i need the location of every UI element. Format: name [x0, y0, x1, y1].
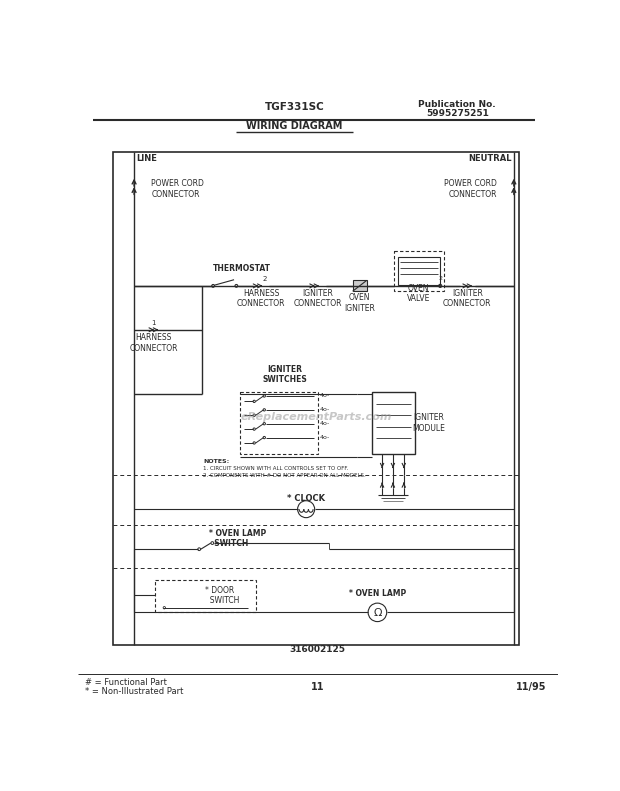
Text: HARNESS
CONNECTOR: HARNESS CONNECTOR	[129, 333, 178, 353]
Bar	[372, 392, 415, 454]
Text: 1: 1	[151, 320, 156, 326]
Text: Ω: Ω	[373, 608, 382, 618]
Text: THERMOSTAT: THERMOSTAT	[213, 264, 271, 274]
Text: Publication No.: Publication No.	[418, 100, 496, 109]
Bar	[113, 152, 520, 645]
Text: NOTES:: NOTES:	[203, 459, 229, 464]
Text: 11: 11	[311, 682, 324, 692]
Text: * = Non-Illustrated Part: * = Non-Illustrated Part	[86, 687, 184, 696]
Bar	[155, 580, 255, 612]
Bar	[394, 252, 444, 291]
Text: * OVEN LAMP: * OVEN LAMP	[349, 589, 406, 598]
Text: IGNITER
MODULE: IGNITER MODULE	[412, 413, 445, 433]
Text: IGNITER
SWITCHES: IGNITER SWITCHES	[263, 365, 308, 384]
Text: OVEN
IGNITER: OVEN IGNITER	[344, 293, 375, 312]
Text: 4o-: 4o-	[319, 422, 330, 426]
Text: OVEN
VALVE: OVEN VALVE	[407, 284, 430, 303]
Text: 2: 2	[262, 276, 267, 282]
Bar	[397, 257, 440, 285]
Text: * OVEN LAMP
  SWITCH: * OVEN LAMP SWITCH	[210, 528, 267, 548]
Text: 2. COMPONENTS WITH # DO NOT APPEAR ON ALL MODELS.: 2. COMPONENTS WITH # DO NOT APPEAR ON AL…	[203, 473, 366, 478]
Bar	[241, 392, 317, 454]
Text: TGF331SC: TGF331SC	[265, 102, 324, 112]
Text: 5995275251: 5995275251	[426, 109, 489, 118]
Text: * CLOCK: * CLOCK	[287, 494, 325, 503]
Text: IGNITER
CONNECTOR: IGNITER CONNECTOR	[443, 289, 492, 308]
Text: 2: 2	[438, 276, 442, 282]
Text: WIRING DIAGRAM: WIRING DIAGRAM	[246, 122, 343, 131]
Text: IGNITER
CONNECTOR: IGNITER CONNECTOR	[293, 289, 342, 308]
Text: 4o-: 4o-	[319, 407, 330, 412]
Text: POWER CORD
CONNECTOR: POWER CORD CONNECTOR	[444, 179, 497, 199]
Text: 11/95: 11/95	[516, 682, 546, 692]
Text: POWER CORD
CONNECTOR: POWER CORD CONNECTOR	[151, 179, 204, 199]
Text: eReplacementParts.com: eReplacementParts.com	[241, 412, 392, 422]
Text: LINE: LINE	[136, 153, 157, 163]
Text: 316002125: 316002125	[290, 645, 346, 654]
Polygon shape	[353, 281, 366, 291]
Text: * DOOR
  SWITCH: * DOOR SWITCH	[205, 585, 240, 605]
Text: # = Functional Part: # = Functional Part	[86, 678, 167, 687]
Text: 4o-: 4o-	[319, 393, 330, 399]
Text: NEUTRAL: NEUTRAL	[468, 153, 512, 163]
Text: 4o-: 4o-	[319, 435, 330, 440]
Text: HARNESS
CONNECTOR: HARNESS CONNECTOR	[237, 289, 285, 308]
Text: 1. CIRCUIT SHOWN WITH ALL CONTROLS SET TO OFF.: 1. CIRCUIT SHOWN WITH ALL CONTROLS SET T…	[203, 466, 348, 471]
